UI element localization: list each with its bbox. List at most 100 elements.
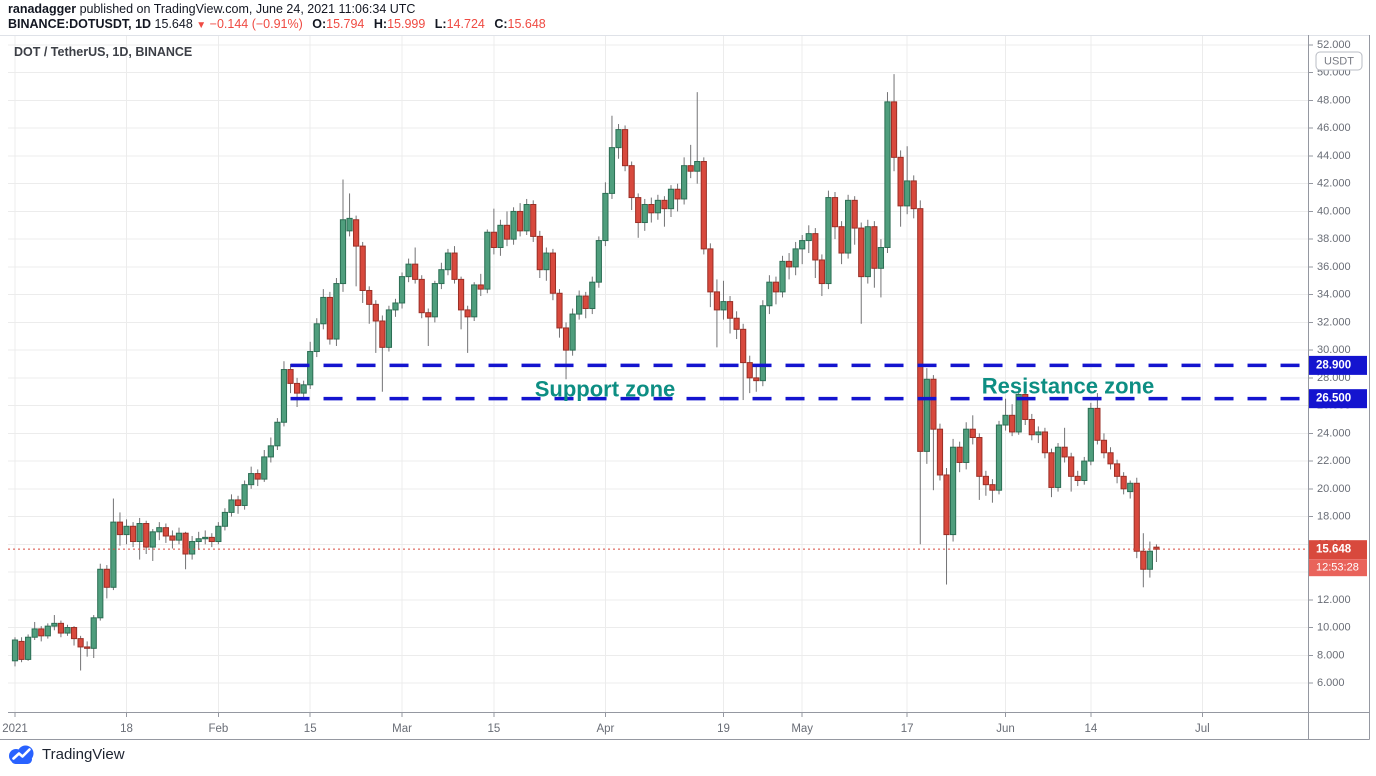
candle-down: [1094, 407, 1101, 441]
candles-layer: [11, 74, 1160, 671]
candle-down: [234, 499, 242, 506]
candle-up: [799, 240, 806, 250]
candle-down: [477, 284, 484, 290]
candle-down: [359, 245, 366, 291]
candle-up: [510, 210, 517, 240]
time-tick-label: 19: [717, 723, 730, 735]
price-tick-label: 18.000: [1317, 511, 1351, 523]
price-tick-label: 8.000: [1317, 649, 1345, 661]
zone-price-tag: [1309, 389, 1367, 409]
low-value: 14.724: [446, 17, 485, 31]
candle-down: [1022, 394, 1029, 420]
resistance-zone-label[interactable]: Resistance zone: [982, 374, 1154, 399]
time-tick-label: 15: [304, 723, 317, 735]
high-value: 15.999: [387, 17, 426, 31]
bar-countdown-tag: [1309, 559, 1367, 577]
candle-down: [372, 303, 379, 322]
bar-countdown-label: 12:53:28: [1316, 562, 1359, 574]
candle-up: [1035, 431, 1042, 436]
symbol-status-row: BINANCE:DOTUSDT, 1D 15.648 ▼ −0.144 (−0.…: [8, 17, 546, 33]
time-tick-label: Apr: [596, 723, 614, 735]
candle-up: [392, 302, 399, 311]
candle-down: [674, 188, 681, 200]
chart-legend[interactable]: DOT / TetherUS, 1D, BINANCE: [14, 45, 193, 59]
zone-lines[interactable]: [290, 363, 1308, 401]
price-axis[interactable]: 6.0008.00010.00012.00014.00016.00018.000…: [1308, 39, 1367, 689]
candle-up: [123, 525, 130, 536]
candle-down: [254, 473, 261, 480]
candle-up: [280, 369, 288, 423]
time-tick-label: 2021: [2, 723, 28, 735]
candle-up: [595, 240, 602, 283]
candle-down: [746, 362, 753, 379]
candle-down: [982, 475, 989, 486]
candle-up: [1087, 407, 1094, 462]
candle-down: [943, 474, 950, 536]
byline-text: published on TradingView.com, June 24, 2…: [76, 2, 416, 16]
price-tick-label: 24.000: [1317, 427, 1351, 439]
candle-up: [149, 531, 156, 548]
author-name: ranadagger: [8, 2, 77, 16]
candle-up: [202, 536, 209, 540]
candle-down: [687, 165, 694, 172]
candle-up: [320, 296, 327, 325]
candle-up: [267, 445, 274, 458]
candle-down: [969, 428, 976, 439]
candle-up: [64, 627, 71, 634]
candle-down: [976, 437, 983, 477]
candle-up: [25, 636, 32, 660]
candle-down: [57, 622, 65, 634]
candle-up: [97, 568, 104, 619]
candle-up: [995, 424, 1003, 491]
candle-up: [608, 147, 616, 194]
candle-up: [792, 248, 799, 268]
time-axis[interactable]: 2021 18 Feb 15 Mar 15 Apr 19 May 17 Jun 14 Jul: [2, 712, 1210, 736]
candle-down: [1153, 546, 1160, 550]
candle-down: [1100, 439, 1108, 454]
candle-down: [628, 165, 635, 199]
candle-up: [825, 197, 832, 285]
low-label: L:: [434, 17, 447, 31]
candle-up: [864, 226, 871, 278]
candle-down: [412, 263, 419, 280]
candle-up: [1002, 414, 1009, 426]
candle-up: [398, 276, 406, 304]
candle-up: [904, 180, 911, 207]
candle-up: [1146, 550, 1153, 570]
candle-up: [497, 224, 504, 248]
candle-up: [766, 281, 773, 307]
candle-up: [949, 446, 957, 536]
candle-down: [851, 199, 858, 229]
candle-down: [772, 281, 780, 293]
candle-down: [1068, 456, 1075, 477]
candle-down: [1009, 414, 1016, 433]
candle-up: [346, 217, 353, 232]
price-tick-label: 36.000: [1317, 261, 1351, 273]
candle-down: [77, 638, 84, 648]
candle-down: [713, 291, 721, 311]
candle-down: [457, 278, 465, 311]
price-tick-label: 46.000: [1317, 122, 1351, 134]
time-tick-label: Feb: [208, 723, 228, 735]
candle-up: [1054, 446, 1062, 488]
tradingview-branding[interactable]: TradingView: [8, 744, 125, 765]
candle-up: [720, 301, 727, 311]
candle-down: [661, 199, 668, 210]
time-tick-label: 15: [487, 723, 500, 735]
candle-up: [228, 499, 235, 513]
candle-down: [635, 197, 642, 224]
price-tick-label: 42.000: [1317, 178, 1351, 190]
candle-down: [208, 536, 215, 543]
candle-up: [615, 129, 622, 149]
candle-up: [523, 204, 530, 232]
candle-down: [930, 378, 937, 430]
support-zone-label[interactable]: Support zone: [535, 377, 676, 402]
high-label: H:: [373, 17, 388, 31]
time-tick-label: 17: [901, 723, 914, 735]
candle-up: [602, 192, 609, 242]
candle-down: [890, 101, 898, 158]
candle-up: [195, 538, 202, 543]
candle-down: [897, 156, 904, 207]
candle-up: [156, 527, 163, 533]
